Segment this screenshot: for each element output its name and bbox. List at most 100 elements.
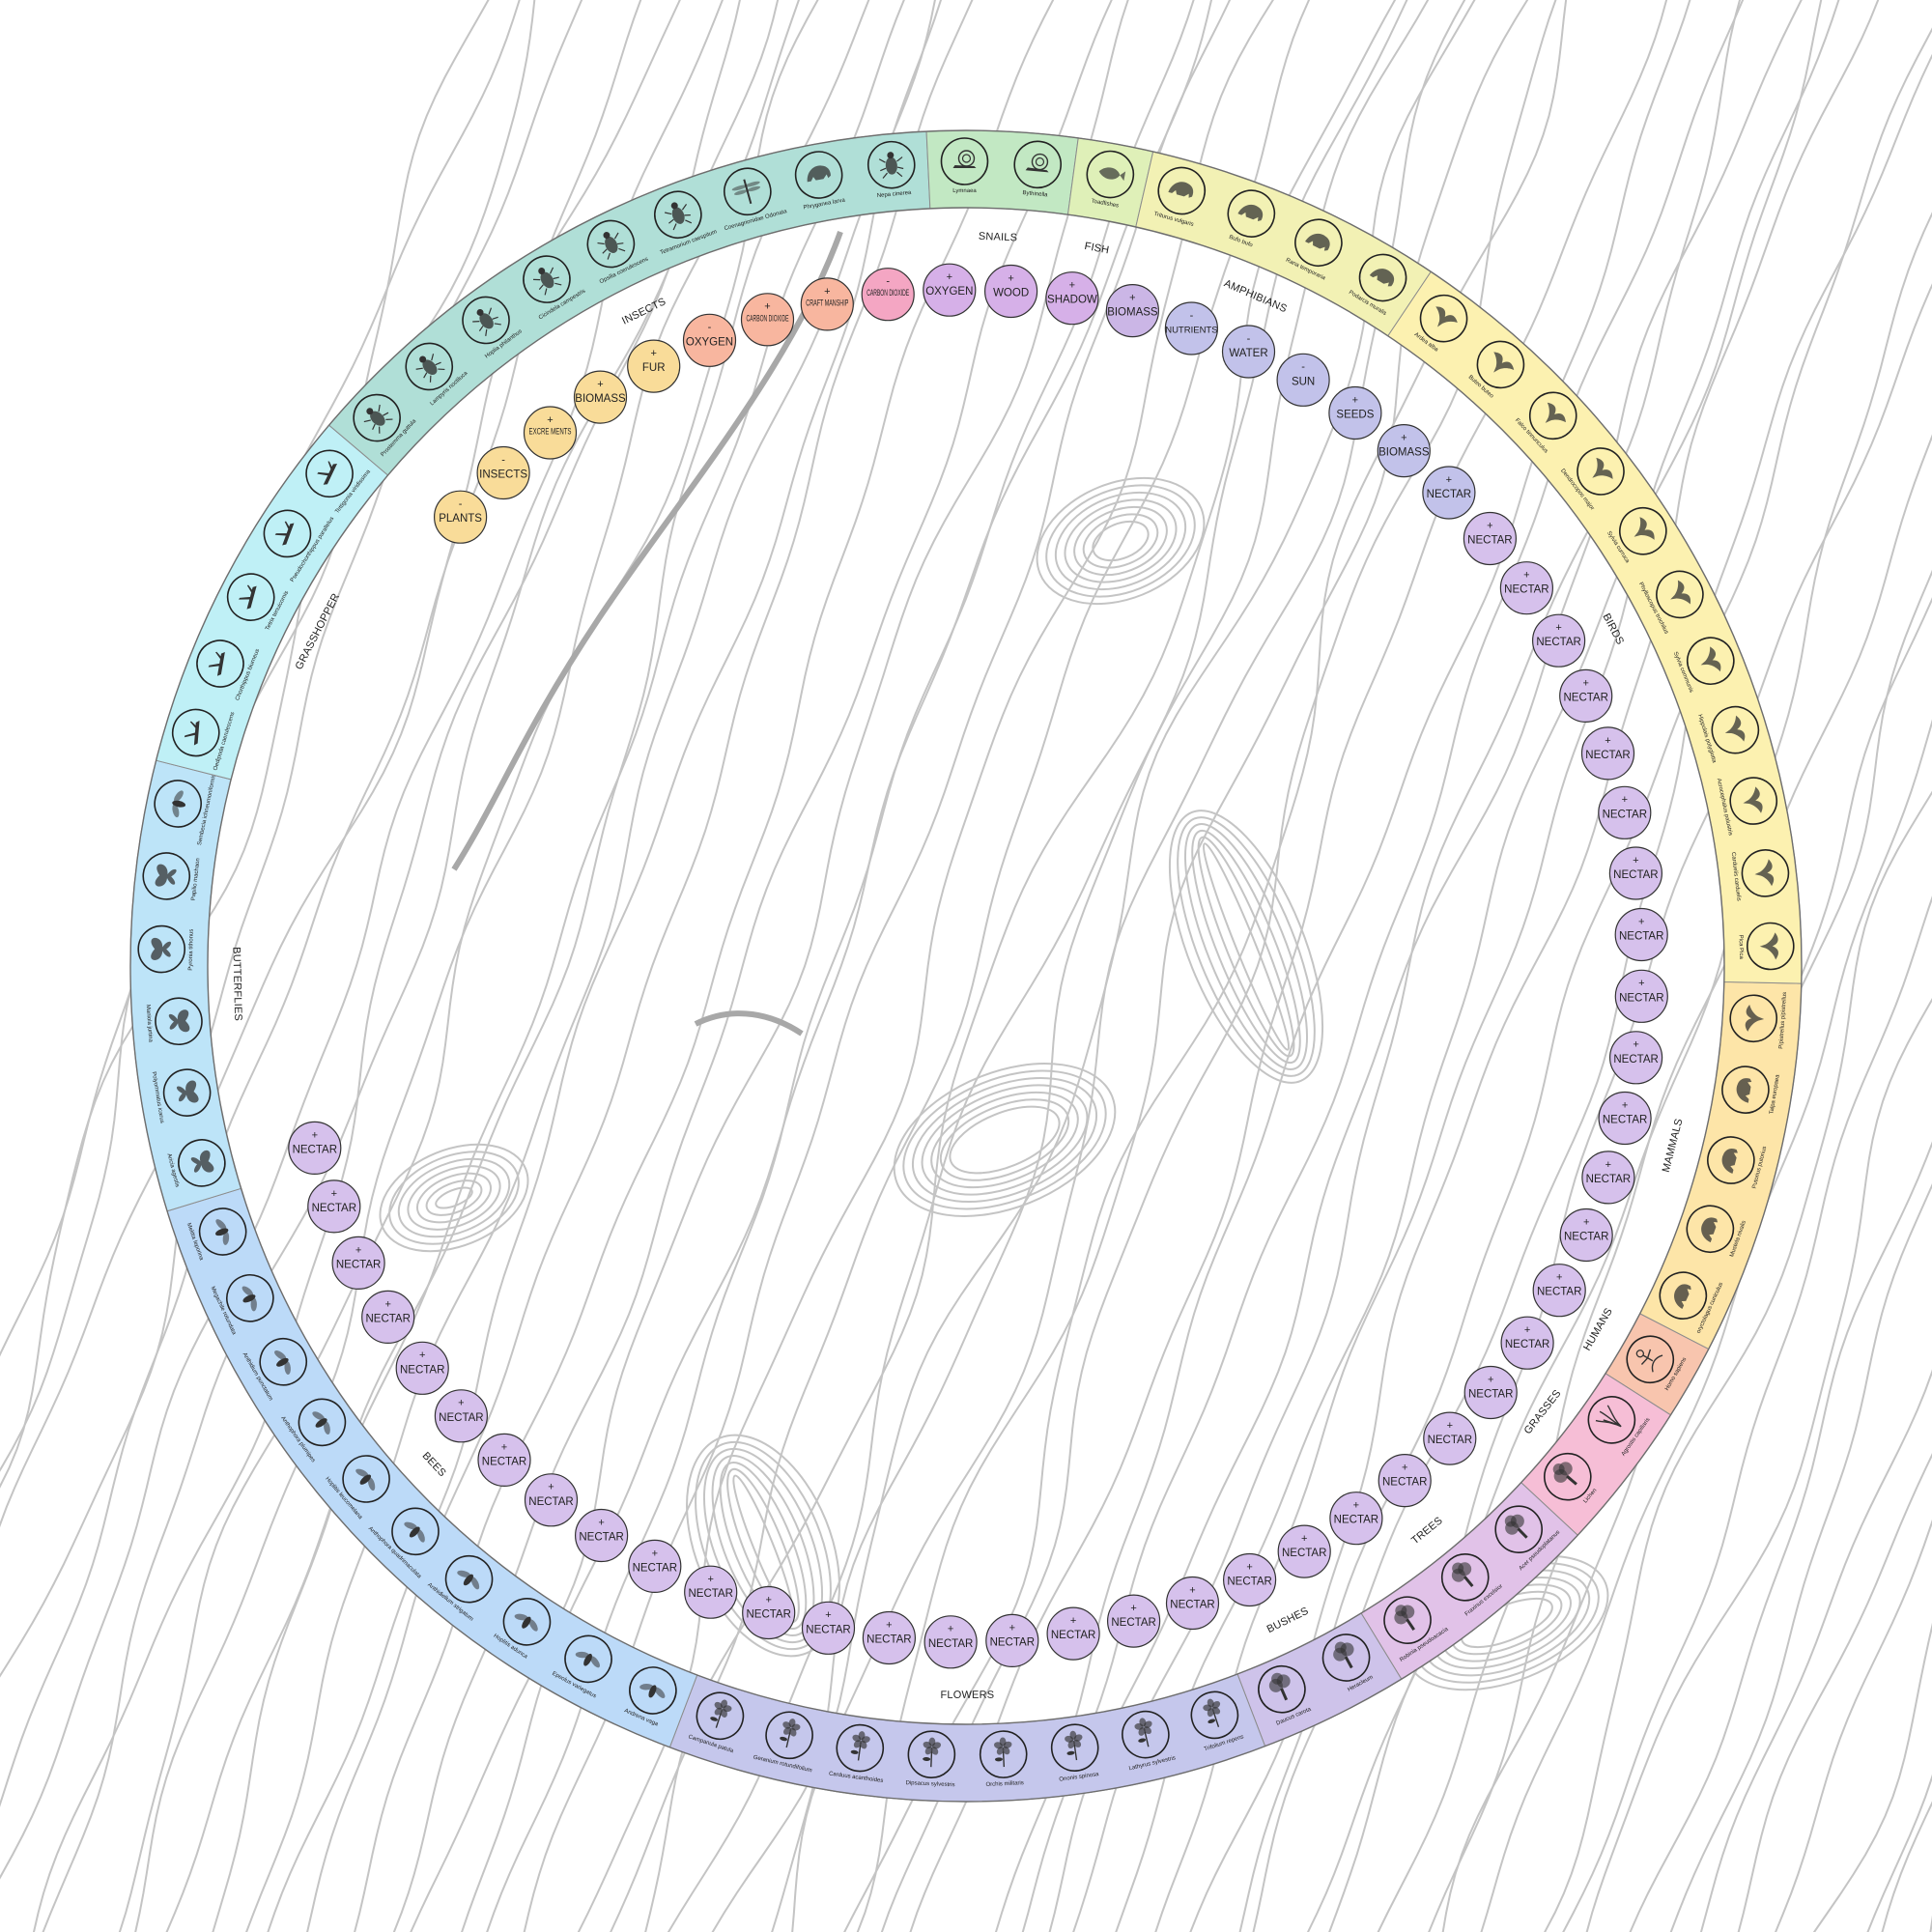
species-orchis-militaris: Orchis militaris xyxy=(979,1730,1028,1788)
node-circle xyxy=(1608,846,1663,900)
bird-silhouette xyxy=(1743,786,1763,813)
contour-ring xyxy=(949,1105,1061,1175)
species-pica-pica: Pica Pica xyxy=(1738,922,1795,971)
snail-foot xyxy=(1025,167,1049,173)
node-circle xyxy=(331,1236,385,1291)
canopy xyxy=(1271,1672,1284,1685)
species-name: Papilio machaon xyxy=(191,858,202,901)
species-badge xyxy=(836,1723,885,1773)
node-circle xyxy=(1532,1264,1586,1318)
bee-body xyxy=(359,1474,372,1485)
node-label: NECTAR xyxy=(1603,809,1647,820)
heracleum-icon xyxy=(1333,1641,1354,1669)
node-circle xyxy=(1500,1316,1554,1370)
beetle-head xyxy=(670,202,678,210)
contour-line xyxy=(610,0,1311,1932)
beetle-shell xyxy=(605,236,618,253)
contour-line xyxy=(1629,1141,1932,1932)
node-label: NECTAR xyxy=(1504,584,1548,596)
resource-node-nectar: + NECTAR xyxy=(1222,1552,1277,1607)
contour-ring xyxy=(1045,484,1196,598)
node-circle xyxy=(1580,726,1635,781)
bee-icon xyxy=(355,1468,376,1492)
species-badge xyxy=(1741,849,1790,897)
group-label-fish: FISH xyxy=(1084,241,1111,256)
node-sign: + xyxy=(825,1609,831,1621)
resource-node-shadow: + SHADOW xyxy=(1045,271,1099,326)
petal xyxy=(1211,1700,1221,1709)
node-circle xyxy=(1423,1411,1477,1465)
resource-node-oxygen: - OXYGEN xyxy=(682,313,737,367)
node-label: NECTAR xyxy=(1564,1232,1608,1243)
resource-node-nectar: + NECTAR xyxy=(1106,1594,1161,1648)
warbler-icon xyxy=(1670,580,1691,605)
contour-ring xyxy=(407,1165,501,1231)
bee-body xyxy=(648,1685,657,1698)
node-label: NECTAR xyxy=(633,1562,677,1574)
species-badge xyxy=(940,137,989,185)
bird-silhouette xyxy=(1670,580,1691,605)
node-sign: + xyxy=(1556,1272,1562,1284)
node-sign: - xyxy=(1247,333,1251,345)
node-label: SEEDS xyxy=(1336,410,1374,421)
species-badge xyxy=(523,255,571,303)
bee-icon xyxy=(242,1286,257,1312)
petal xyxy=(1144,1720,1152,1728)
wing xyxy=(654,1687,666,1698)
node-circle xyxy=(983,264,1038,319)
species-name-text: Carduelis carduelis xyxy=(1730,852,1742,901)
resource-node-nectar: + NECTAR xyxy=(1463,511,1518,566)
petal xyxy=(1203,1704,1212,1712)
grass-blades xyxy=(1595,1405,1622,1428)
species-name: Toadfishes xyxy=(1091,199,1119,210)
wing xyxy=(514,1613,528,1621)
beetle-legs xyxy=(597,232,626,260)
beetle-head xyxy=(419,355,427,363)
leaf xyxy=(850,1749,859,1754)
species-name-text: Bythinella xyxy=(1022,190,1048,198)
node-sign: + xyxy=(548,1482,554,1493)
node-sign: + xyxy=(1352,394,1358,406)
resource-node-sun: - SUN xyxy=(1276,353,1330,407)
node-sign: + xyxy=(1622,1099,1628,1111)
contour-ring xyxy=(379,1143,529,1253)
contour-line xyxy=(0,0,724,1880)
bee-body xyxy=(583,1653,592,1666)
animal-silhouette xyxy=(1721,1149,1738,1174)
leaf xyxy=(1208,1719,1216,1724)
node-circle xyxy=(524,1473,579,1527)
species-name: Nepa cinerea xyxy=(877,190,913,199)
contour-line xyxy=(1669,1182,1932,1932)
species-pipistrellus-pipistrellus: Pipistrellus pipistrellus xyxy=(1729,992,1788,1049)
species-badge xyxy=(867,140,916,189)
petal xyxy=(852,1734,862,1743)
species-badge xyxy=(1190,1690,1239,1740)
grasshopper-icon xyxy=(208,651,225,676)
node-label: OXYGEN xyxy=(686,336,733,348)
species-badge xyxy=(196,639,244,688)
leaf xyxy=(1066,1750,1075,1755)
node-sign: + xyxy=(764,301,770,313)
mole-icon xyxy=(1736,1078,1752,1103)
node-label: NECTAR xyxy=(579,1532,623,1544)
node-label: NECTAR xyxy=(1586,1174,1631,1185)
bird-silhouette xyxy=(1759,932,1778,960)
beetle-legs xyxy=(363,404,393,434)
species-badge xyxy=(1358,253,1407,302)
species-badge xyxy=(137,924,186,974)
grasshopper-icon xyxy=(184,721,200,746)
grasshopper-body xyxy=(239,584,257,610)
beetle-shell xyxy=(370,411,385,426)
beetle-icon xyxy=(533,267,562,296)
bee-icon xyxy=(514,1613,538,1632)
contour-ring xyxy=(425,1179,483,1216)
bird-silhouette xyxy=(1754,859,1775,887)
node-label: NECTAR xyxy=(312,1203,356,1214)
wing xyxy=(731,185,748,191)
wing xyxy=(575,1651,589,1659)
maple-tree-icon xyxy=(1504,1514,1528,1539)
node-label: NECTAR xyxy=(746,1609,790,1621)
bee-icon xyxy=(575,1651,600,1668)
petal xyxy=(1211,1706,1221,1715)
contour-line xyxy=(1585,998,1932,1932)
